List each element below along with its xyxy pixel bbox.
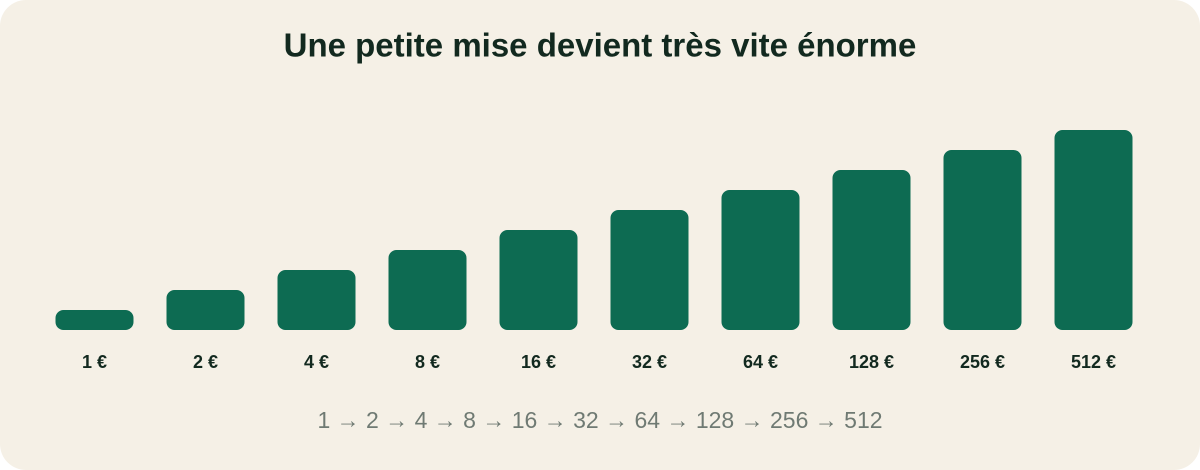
value-label: 2 € (193, 352, 218, 372)
bar (721, 190, 800, 330)
caption: 1 → 2 → 4 → 8 → 16 → 32 → 64 → 128 → 256… (317, 407, 882, 433)
bar (943, 150, 1022, 330)
value-label: 32 € (632, 352, 667, 372)
chart-title: Une petite mise devient très vite énorme (284, 27, 917, 64)
value-label: 128 € (849, 352, 894, 372)
value-label: 256 € (960, 352, 1005, 372)
bar (166, 290, 245, 330)
value-label: 4 € (304, 352, 329, 372)
bar (610, 210, 689, 330)
value-label: 1 € (82, 352, 107, 372)
value-label: 64 € (743, 352, 778, 372)
bar (55, 310, 134, 330)
bar (832, 170, 911, 330)
bar (499, 230, 578, 330)
bar (388, 250, 467, 330)
bar (277, 270, 356, 330)
value-label: 512 € (1071, 352, 1116, 372)
value-label: 16 € (521, 352, 556, 372)
value-label: 8 € (415, 352, 440, 372)
bar (1054, 130, 1133, 330)
